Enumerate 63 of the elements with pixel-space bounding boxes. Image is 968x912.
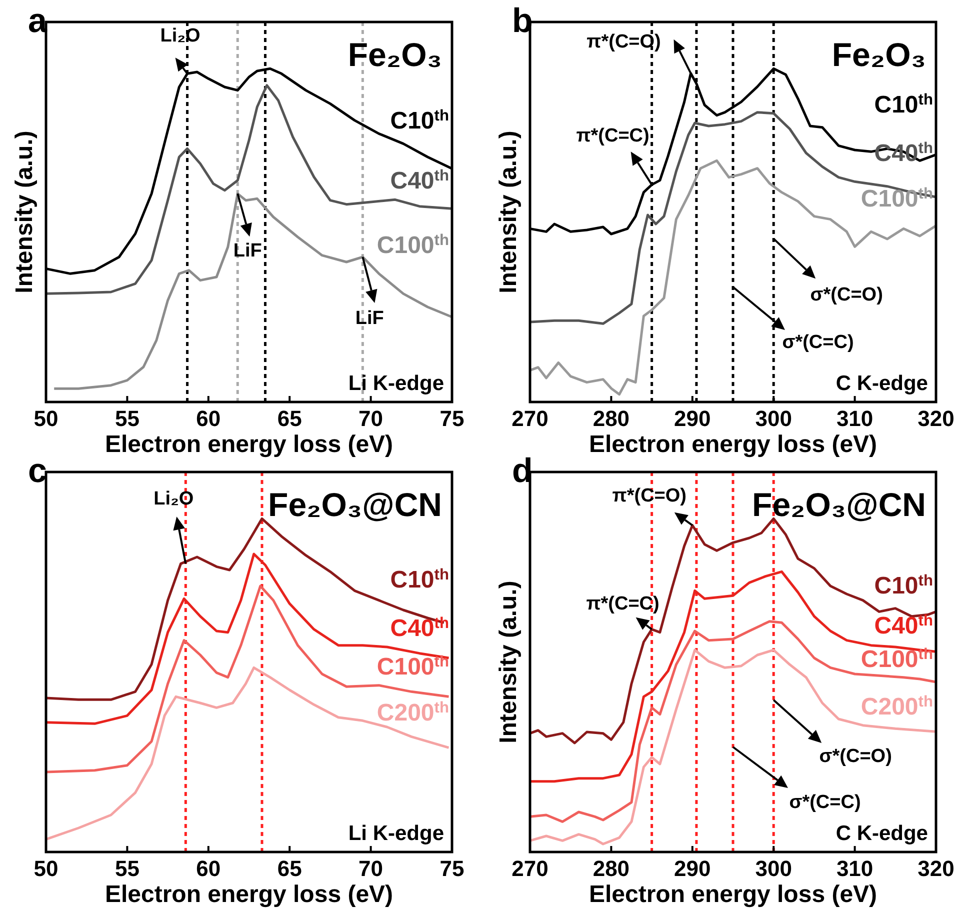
y-axis-title: Intensity (a.u.) xyxy=(495,130,522,294)
annotation: LiF xyxy=(233,240,262,262)
chart-title: Fe₂O₃ xyxy=(832,36,926,73)
series-label: C40$^{th}$ xyxy=(390,167,449,195)
annotation: σ*(C=C) xyxy=(782,332,854,354)
annotation: C K-edge xyxy=(836,822,928,845)
x-tick-label: 270 xyxy=(512,856,548,881)
y-axis-title: Intensity (a.u.) xyxy=(495,580,522,744)
series-label: C200$^{th}$ xyxy=(376,699,449,727)
x-axis-title: Electron energy loss (eV) xyxy=(104,881,394,908)
x-tick-label: 320 xyxy=(918,406,954,431)
chart-title: Fe₂O₃ xyxy=(348,36,442,73)
series-label: C10$^{th}$ xyxy=(874,91,933,119)
series-label: C40$^{th}$ xyxy=(874,612,933,640)
x-tick-label: 300 xyxy=(755,406,792,431)
x-tick-label: 60 xyxy=(196,406,221,431)
annotation: π*(C=O) xyxy=(586,31,661,52)
series-label: C10$^{th}$ xyxy=(390,566,449,594)
annotation: Li K-edge xyxy=(348,372,444,395)
chart-title: Fe₂O₃@CN xyxy=(752,486,926,523)
x-axis-title: Electron energy loss (eV) xyxy=(588,881,878,908)
annotation: π*(C=O) xyxy=(612,485,686,506)
x-tick-label: 50 xyxy=(34,406,58,431)
annotation: π*(C=C) xyxy=(576,126,650,147)
x-tick-label: 270 xyxy=(512,406,548,431)
annotation: C K-edge xyxy=(836,372,928,395)
series-label: C10$^{th}$ xyxy=(390,107,449,135)
x-tick-label: 60 xyxy=(196,856,221,881)
text: c xyxy=(28,452,47,490)
annotation: LiF xyxy=(355,308,384,330)
x-tick-label: 280 xyxy=(592,406,630,431)
annotation: σ*(C=O) xyxy=(819,746,892,768)
annotation: Li₂O xyxy=(160,26,200,47)
series-label: C100$^{th}$ xyxy=(376,232,449,259)
x-tick-label: 70 xyxy=(358,406,384,431)
annotation: σ*(C=O) xyxy=(810,284,883,306)
chart-title: Fe₂O₃@CN xyxy=(268,486,442,523)
x-tick-label: 55 xyxy=(114,406,140,431)
annotation: σ*(C=C) xyxy=(789,792,861,814)
x-tick-label: 310 xyxy=(836,406,874,431)
x-tick-label: 320 xyxy=(918,856,954,881)
x-tick-label: 55 xyxy=(114,856,140,881)
x-axis-title: Electron energy loss (eV) xyxy=(104,431,394,458)
x-axis-title: Electron energy loss (eV) xyxy=(588,431,878,458)
x-tick-label: 70 xyxy=(358,856,384,881)
series-label: C10$^{th}$ xyxy=(874,572,933,600)
annotation: Li₂O xyxy=(154,488,194,510)
x-tick-label: 310 xyxy=(836,856,874,881)
x-tick-label: 50 xyxy=(34,856,58,881)
series-label: C100$^{th}$ xyxy=(376,653,449,681)
text: a xyxy=(28,2,48,40)
annotation: Li K-edge xyxy=(348,822,444,845)
series-label: C200$^{th}$ xyxy=(860,693,933,721)
x-tick-label: 300 xyxy=(755,856,792,881)
x-tick-label: 65 xyxy=(277,856,302,881)
x-tick-label: 75 xyxy=(440,406,464,431)
x-tick-label: 75 xyxy=(440,856,464,881)
x-tick-label: 65 xyxy=(277,406,302,431)
x-tick-label: 280 xyxy=(592,856,630,881)
x-tick-label: 290 xyxy=(674,856,711,881)
x-tick-label: 290 xyxy=(674,406,711,431)
annotation: π*(C=C) xyxy=(586,593,660,614)
y-axis-title: Intensity (a.u.) xyxy=(11,130,38,294)
